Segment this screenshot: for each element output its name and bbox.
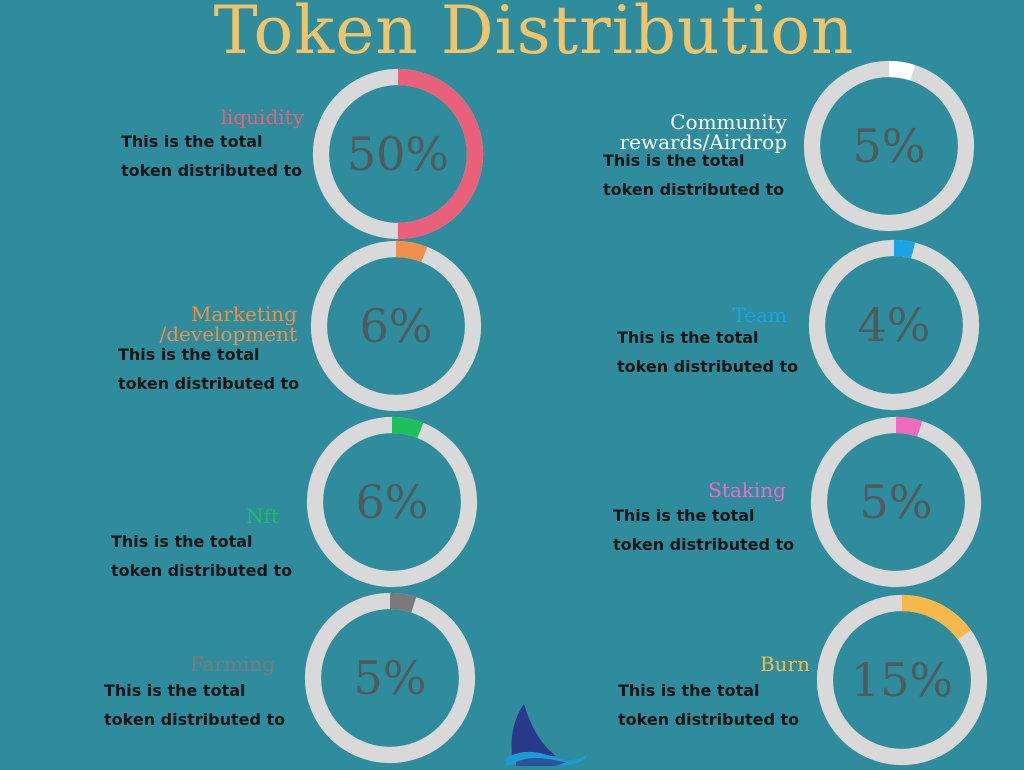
- slice-description-line: token distributed to: [603, 180, 785, 199]
- slice-description-nft: This is the total token distributed to: [111, 527, 292, 585]
- slice-label-burn: Burn: [760, 654, 810, 674]
- slice-description-line: token distributed to: [118, 374, 300, 393]
- donut-marketing-development: 6%: [310, 240, 482, 412]
- slice-label-nft: Nft: [246, 506, 279, 526]
- slice-label-liquidity: liquidity: [221, 107, 304, 127]
- donut-liquidity: 50%: [312, 68, 484, 240]
- slice-label-staking: Staking: [708, 480, 786, 500]
- slice-description-line: token distributed to: [617, 357, 799, 376]
- donut-arc-farming: [304, 592, 476, 764]
- slice-label-line: Burn: [759, 652, 810, 676]
- slice-label-line: Marketing: [190, 302, 297, 326]
- donut-nft: 6%: [306, 416, 478, 588]
- donut-percent-staking: 5%: [860, 475, 933, 529]
- donut-team: 4%: [808, 239, 980, 411]
- slice-description-community-rewards-airdrop: This is the total token distributed to: [603, 146, 784, 204]
- slice-description-liquidity: This is the total token distributed to: [121, 127, 302, 185]
- slice-label-line: Community: [670, 110, 787, 134]
- slice-description-line: This is the total: [118, 345, 260, 364]
- slice-description-line: This is the total: [111, 532, 253, 551]
- donut-arc-nft: [306, 416, 478, 588]
- slice-description-line: token distributed to: [121, 161, 303, 180]
- donut-arc-staking: [810, 416, 982, 588]
- donut-arc-team: [808, 239, 980, 411]
- donut-arc-community-rewards-airdrop: [803, 60, 975, 232]
- slice-description-marketing-development: This is the total token distributed to: [118, 340, 299, 398]
- shark-fin-logo-icon: [506, 704, 588, 766]
- donut-percent-team: 4%: [858, 298, 931, 352]
- slice-label-line: Nft: [246, 504, 279, 528]
- slice-label-team: Team: [732, 305, 787, 325]
- slice-label-line: Staking: [708, 478, 786, 502]
- donut-arc-marketing-development: [310, 240, 482, 412]
- donut-arc-burn: [816, 594, 988, 766]
- slice-description-line: This is the total: [618, 681, 760, 700]
- slice-label-line: liquidity: [220, 105, 304, 129]
- slice-description-line: token distributed to: [618, 710, 800, 729]
- slice-description-line: This is the total: [104, 681, 246, 700]
- slice-label-line: Farming: [189, 652, 275, 676]
- slice-label-farming: Farming: [190, 654, 275, 674]
- slice-description-line: This is the total: [613, 506, 755, 525]
- donut-percent-liquidity: 50%: [347, 127, 449, 181]
- donut-staking: 5%: [810, 416, 982, 588]
- slice-description-line: token distributed to: [104, 710, 286, 729]
- page-title: Token Distribution: [213, 0, 855, 69]
- slice-label-line: Team: [732, 303, 787, 327]
- slice-description-line: This is the total: [121, 132, 263, 151]
- slice-description-line: token distributed to: [613, 535, 795, 554]
- slice-label-line: /development: [159, 322, 297, 346]
- donut-community-rewards-airdrop: 5%: [803, 60, 975, 232]
- slice-description-line: token distributed to: [111, 561, 293, 580]
- slice-description-burn: This is the total token distributed to: [618, 676, 799, 734]
- slice-label-line: rewards/Airdrop: [619, 130, 787, 154]
- slice-label-community-rewards-airdrop: Community rewards/Airdrop: [620, 112, 787, 152]
- slice-description-staking: This is the total token distributed to: [613, 501, 794, 559]
- donut-percent-farming: 5%: [354, 651, 427, 705]
- slice-description-line: This is the total: [617, 328, 759, 347]
- donut-percent-nft: 6%: [356, 475, 429, 529]
- donut-burn: 15%: [816, 594, 988, 766]
- slice-description-team: This is the total token distributed to: [617, 323, 798, 381]
- slice-description-line: This is the total: [603, 151, 745, 170]
- donut-percent-marketing-development: 6%: [360, 299, 433, 353]
- slice-label-marketing-development: Marketing/development: [160, 304, 297, 344]
- donut-arc-liquidity: [312, 68, 484, 240]
- donut-farming: 5%: [304, 592, 476, 764]
- slice-description-farming: This is the total token distributed to: [104, 676, 285, 734]
- donut-percent-community-rewards-airdrop: 5%: [853, 119, 926, 173]
- donut-percent-burn: 15%: [851, 653, 953, 707]
